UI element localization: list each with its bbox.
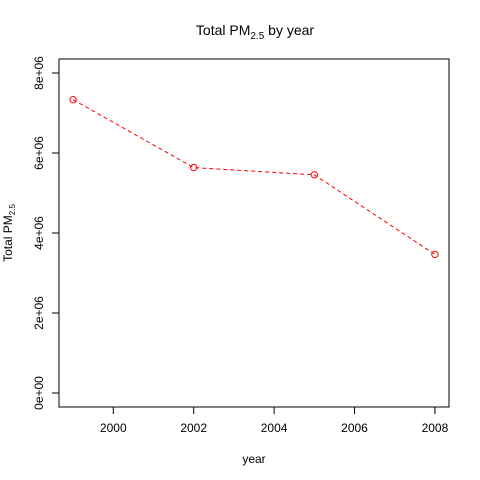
x-tick-label: 2002 <box>180 421 207 435</box>
data-point <box>431 250 439 259</box>
data-point <box>310 171 319 179</box>
plot-frame <box>58 58 450 408</box>
y-axis: 0e+00 2e+06 4e+06 6e+06 8e+06 <box>32 56 60 410</box>
chart-title-rest: by year <box>264 22 314 38</box>
data-point <box>69 95 77 104</box>
x-axis: 2000 2002 2004 2006 2008 <box>100 406 449 435</box>
y-axis-label: Total PM2.5 <box>1 204 17 262</box>
y-tick-label: 8e+06 <box>32 56 46 90</box>
y-tick-label: 0e+00 <box>32 376 46 410</box>
x-axis-label: year <box>242 452 265 466</box>
y-axis-label-main: Total PM <box>1 215 15 262</box>
chart-title-main: Total PM <box>196 22 250 38</box>
series-line <box>72 99 436 255</box>
y-tick-label: 6e+06 <box>32 136 46 170</box>
series-layer <box>69 95 439 259</box>
x-tick-label: 2008 <box>422 421 449 435</box>
y-axis-label-subscript: 2.5 <box>8 204 17 216</box>
x-tick-label: 2006 <box>341 421 368 435</box>
data-point <box>189 163 198 172</box>
chart-title-subscript: 2.5 <box>250 31 264 42</box>
x-tick-label: 2000 <box>100 421 127 435</box>
x-tick-label: 2004 <box>261 421 288 435</box>
y-tick-label: 4e+06 <box>32 216 46 250</box>
y-tick-label: 2e+06 <box>32 296 46 330</box>
chart-title: Total PM2.5 by year <box>196 22 315 42</box>
